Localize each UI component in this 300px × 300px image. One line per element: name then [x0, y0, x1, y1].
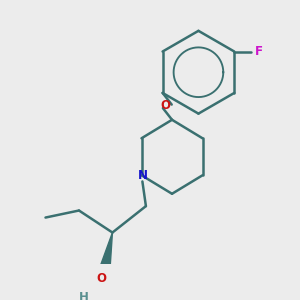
Text: O: O	[160, 99, 170, 112]
Polygon shape	[101, 232, 112, 267]
Text: O: O	[96, 272, 106, 285]
Text: H: H	[78, 291, 88, 300]
Text: N: N	[137, 169, 147, 182]
Text: F: F	[255, 45, 262, 58]
